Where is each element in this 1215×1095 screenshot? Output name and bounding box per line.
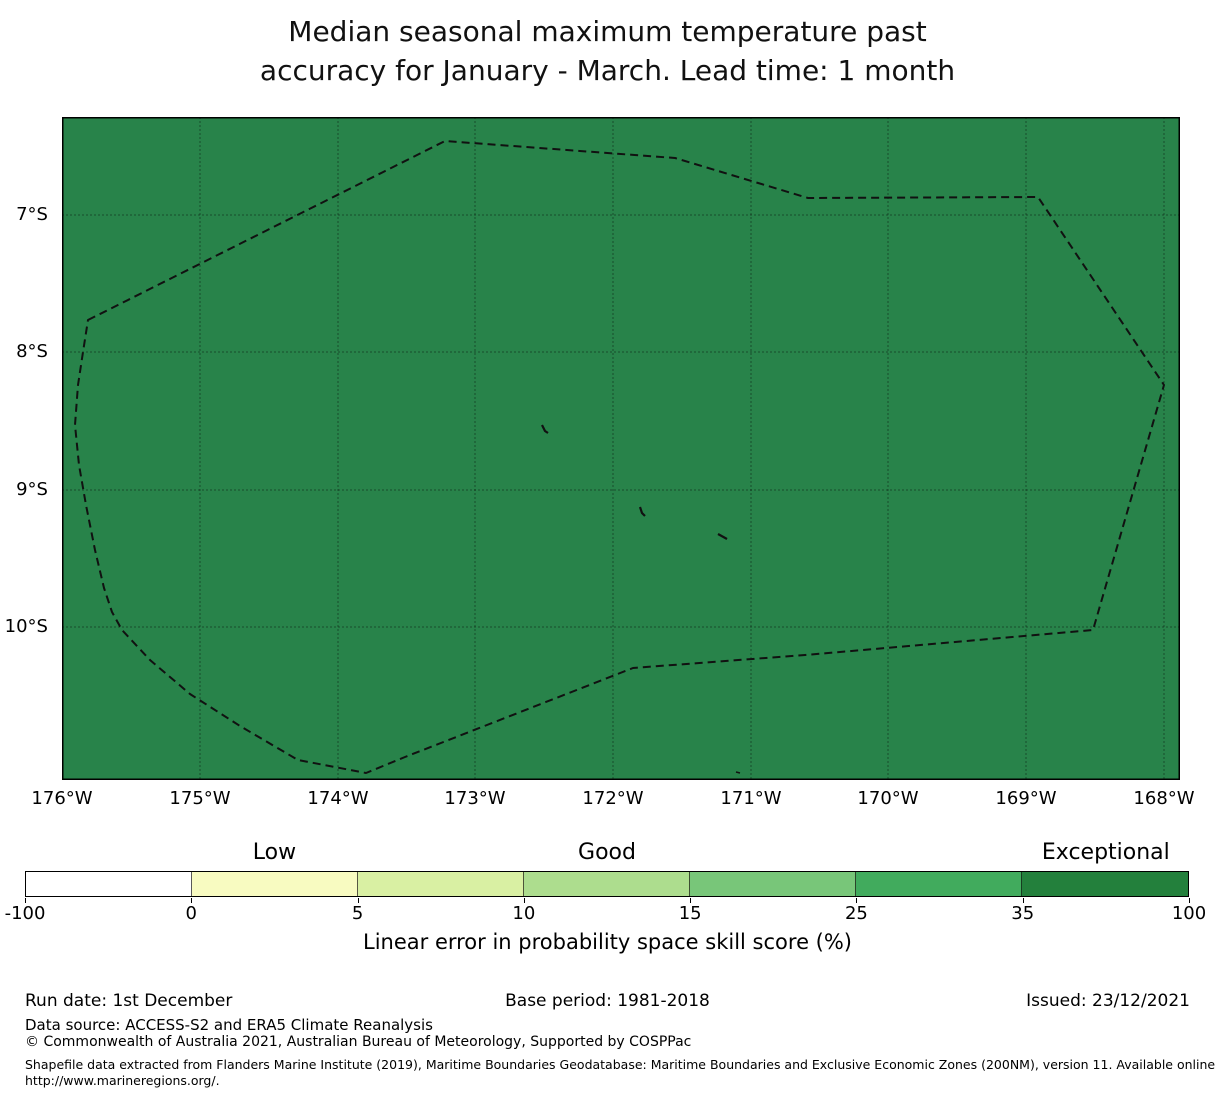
- map-border: [62, 117, 1180, 780]
- colorbar-segment: [690, 872, 856, 896]
- colorbar-axis-label: Linear error in probability space skill …: [363, 930, 852, 954]
- y-tick-label: 8°S: [16, 341, 48, 362]
- colorbar-tick-label: 10: [512, 903, 536, 924]
- colorbar-tick: [191, 898, 193, 903]
- y-tick-label: 10°S: [4, 616, 48, 637]
- colorbar-tick: [357, 898, 359, 903]
- colorbar-segment: [1022, 872, 1188, 896]
- page-title-line2: accuracy for January - March. Lead time:…: [259, 54, 956, 87]
- island-mark: [541, 424, 549, 434]
- colorbar-segment: [524, 872, 690, 896]
- page-title-line1: Median seasonal maximum temperature past: [288, 15, 927, 48]
- run-date: Run date: 1st December: [25, 991, 233, 1011]
- x-tick-label: 168°W: [1133, 788, 1195, 809]
- colorbar-segment: [358, 872, 524, 896]
- shapefile-attribution-line2: http://www.marineregions.org/.: [25, 1073, 220, 1088]
- map-ocean-fill: [62, 117, 1180, 780]
- colorbar-category-label: Low: [252, 840, 297, 865]
- colorbar-tick-label: 15: [678, 903, 702, 924]
- x-tick-label: 171°W: [720, 788, 782, 809]
- data-source: Data source: ACCESS-S2 and ERA5 Climate …: [25, 1016, 433, 1034]
- colorbar-category-label: Good: [578, 840, 636, 865]
- x-tick-label: 173°W: [444, 788, 506, 809]
- colorbar-tick-label: 5: [351, 903, 364, 924]
- y-tick-label: 7°S: [16, 204, 48, 225]
- colorbar-segment: [26, 872, 192, 896]
- colorbar-tick: [1022, 898, 1024, 903]
- colorbar-tick-label: 0: [185, 903, 198, 924]
- x-tick-label: 172°W: [582, 788, 644, 809]
- colorbar-tick-label: 25: [844, 903, 868, 924]
- colorbar-tick: [690, 898, 692, 903]
- map-plot: [61, 117, 1180, 780]
- copyright-line: © Commonwealth of Australia 2021, Austra…: [25, 1034, 692, 1050]
- y-tick-label: 9°S: [16, 479, 48, 500]
- island-mark: [638, 506, 646, 517]
- issued-date: Issued: 23/12/2021: [1026, 991, 1190, 1011]
- island-mark: [735, 771, 741, 774]
- colorbar-tick: [523, 898, 525, 903]
- colorbar-tick: [25, 898, 26, 903]
- colorbar-segment: [856, 872, 1022, 896]
- map-svg: [61, 117, 1180, 780]
- x-tick-label: 175°W: [169, 788, 231, 809]
- colorbar-segment: [192, 872, 358, 896]
- shapefile-attribution-line1: Shapefile data extracted from Flanders M…: [25, 1057, 1215, 1072]
- colorbar-tick: [1189, 898, 1190, 903]
- colorbar-tick-label: 100: [1171, 903, 1207, 924]
- x-tick-label: 176°W: [31, 788, 93, 809]
- colorbar-category-label: Exceptional: [1041, 840, 1170, 865]
- x-tick-label: 170°W: [857, 788, 919, 809]
- colorbar: [25, 871, 1189, 897]
- x-tick-label: 174°W: [307, 788, 369, 809]
- colorbar-tick: [856, 898, 858, 903]
- x-tick-label: 169°W: [995, 788, 1057, 809]
- colorbar-tick-label: -100: [4, 903, 46, 924]
- colorbar-tick-label: 35: [1011, 903, 1035, 924]
- island-mark: [717, 533, 728, 540]
- base-period: Base period: 1981-2018: [505, 991, 710, 1011]
